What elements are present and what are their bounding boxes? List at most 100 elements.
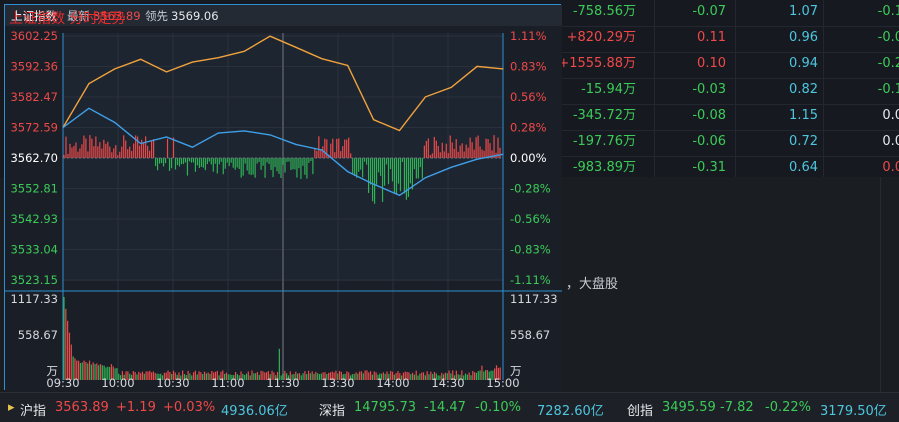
latest-label: 最新 — [67, 9, 90, 23]
quote-row[interactable]: -345.72万 -0.08 1.15 0.0 — [560, 104, 899, 131]
series-point — [191, 61, 194, 63]
series-point — [450, 86, 452, 88]
lower-divider — [880, 177, 881, 392]
series-point — [165, 71, 168, 73]
series-point — [295, 143, 297, 146]
volume-mid-label-right: 558.67 — [510, 328, 550, 342]
series-point — [88, 83, 90, 85]
series-point — [165, 136, 168, 138]
series-point — [140, 142, 142, 145]
series-line-0 — [62, 35, 504, 132]
sh-index-amount: 4936.06亿 — [221, 404, 288, 419]
series-point — [450, 166, 452, 168]
index-status-bar: ▸ 沪指 3563.89 +1.19 +0.03% 4936.06亿 深指 14… — [0, 392, 899, 422]
quote-row[interactable]: -197.76万 -0.06 0.72 0.0 — [560, 130, 899, 157]
quote-table: -758.56万 -0.07 1.07 -0.1 +820.29万 0.11 0.96 -0.… — [558, 0, 899, 183]
price-axis-label: 3572.59 — [10, 121, 58, 135]
series-point — [502, 68, 504, 70]
time-axis-label: 10:30 — [156, 376, 189, 390]
quote-cell-last: 0.0 — [882, 134, 899, 149]
percent-axis-label: -0.83% — [510, 243, 551, 257]
quote-cell-ratio: 0.72 — [789, 134, 818, 149]
series-point — [347, 170, 349, 173]
cy-index-percent: -0.22% — [765, 400, 811, 415]
quote-cell-ratio: 1.07 — [789, 4, 818, 19]
price-axis-label: 3592.36 — [10, 60, 58, 74]
quote-cell-change: -0.03 — [692, 82, 726, 97]
quote-cell-amount: -345.72万 — [572, 108, 636, 123]
quote-row[interactable]: +1555.88万 0.10 0.94 -0.2 — [558, 52, 899, 79]
quote-cell-ratio: 0.64 — [789, 160, 818, 175]
price-axis-label: 3552.81 — [10, 182, 58, 196]
cy-index-price: 3495.59 — [662, 400, 716, 415]
price-axis-label: 3542.93 — [10, 212, 58, 226]
quote-cell-ratio: 1.15 — [789, 108, 818, 123]
sh-index-percent: +0.03% — [163, 400, 216, 415]
quote-cell-last: 0.0 — [882, 108, 899, 123]
price-axis-label: 3523.15 — [10, 273, 58, 287]
series-point — [476, 158, 478, 160]
series-point — [321, 58, 323, 60]
price-axis-label: 3533.04 — [10, 243, 58, 257]
time-axis-label: 13:30 — [321, 376, 354, 390]
quote-cell-amount: +820.29万 — [566, 30, 636, 45]
quote-cell-ratio: 0.82 — [789, 82, 818, 97]
quote-cell-amount: -983.89万 — [572, 160, 636, 175]
volume-max-label-right: 1117.33 — [510, 292, 558, 306]
series-point — [398, 129, 401, 132]
quote-cell-amount: -197.76万 — [572, 134, 636, 149]
quote-row[interactable]: -15.94万 -0.03 0.82 -0.1 — [560, 78, 899, 105]
quote-row[interactable]: -758.56万 -0.07 1.07 -0.1 — [560, 0, 899, 27]
series-point — [243, 130, 245, 132]
sh-index-name[interactable]: 沪指 — [20, 404, 47, 419]
percent-axis-label: -1.11% — [510, 273, 551, 287]
series-point — [269, 35, 271, 37]
time-axis-label: 11:30 — [266, 376, 299, 390]
sz-index-percent: -0.10% — [475, 400, 521, 415]
sz-index-name[interactable]: 深指 — [319, 404, 346, 419]
quote-cell-change: 0.11 — [697, 30, 726, 45]
time-axis-label: 10:00 — [101, 376, 134, 390]
cy-index-name[interactable]: 创指 — [627, 404, 654, 419]
intraday-chart-popup[interactable]: 上证指数 最新 3563.89 领先 3569.06 上证指数 分时走势 3602.25 1.… — [4, 4, 562, 391]
volume-max-label: 1117.33 — [10, 292, 58, 306]
quote-cell-change: -0.31 — [692, 160, 726, 175]
sz-index-change: -14.47 — [424, 400, 466, 415]
price-axis-label: 3582.47 — [10, 90, 58, 104]
percent-axis-label: 0.00% — [510, 151, 547, 165]
quote-cell-change: -0.08 — [692, 108, 726, 123]
volume-mid-label: 558.67 — [18, 328, 58, 342]
series-point — [398, 194, 401, 196]
series-point — [62, 126, 64, 129]
intraday-chart[interactable]: 上证指数 最新 3563.89 领先 3569.06 上证指数 分时走势 3602.25 1.… — [5, 5, 562, 391]
percent-axis-label: -0.28% — [510, 182, 551, 196]
quote-cell-last: -0.2 — [877, 56, 899, 71]
quote-cell-amount: -758.56万 — [572, 4, 636, 19]
quote-cell-change: -0.06 — [692, 134, 726, 149]
sh-index-change: +1.19 — [116, 400, 156, 415]
percent-axis-label: -0.56% — [510, 212, 551, 226]
series-point — [217, 132, 219, 134]
series-point — [114, 121, 116, 124]
lead-label: 领先 — [145, 9, 168, 23]
price-axis-label: 3602.25 — [10, 29, 58, 43]
quote-row[interactable]: +820.29万 0.11 0.96 -0.0 — [560, 26, 899, 53]
series-point — [217, 57, 219, 59]
series-point — [424, 96, 426, 98]
quote-cell-last: -0.1 — [877, 82, 899, 97]
background-text: ，大盘股 — [566, 277, 619, 292]
quote-cell-amount: +1555.88万 — [558, 56, 636, 71]
series-line-1 — [62, 107, 504, 197]
quote-cell-ratio: 0.96 — [789, 30, 818, 45]
volume-unit-label-right: 万 — [510, 364, 522, 378]
lead-value: 3569.06 — [171, 9, 219, 23]
price-axis-label: 3562.70 — [10, 151, 58, 165]
latest-value: 3563.89 — [93, 9, 141, 23]
percent-axis-label: 0.56% — [510, 90, 547, 104]
series-point — [114, 68, 116, 70]
quote-cell-amount: -15.94万 — [581, 82, 636, 97]
quote-cell-ratio: 0.94 — [789, 56, 818, 71]
cy-index-amount: 3179.50亿 — [820, 404, 887, 419]
chart-title: 上证指数 — [11, 9, 57, 23]
time-axis-label: 14:30 — [431, 376, 464, 390]
